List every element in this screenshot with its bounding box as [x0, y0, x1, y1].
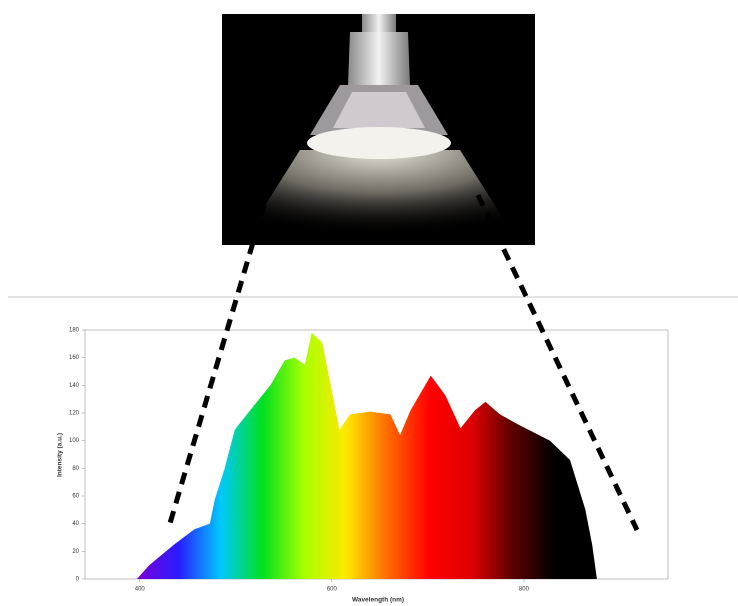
y-tick-label: 40 — [72, 521, 79, 527]
y-tick-label: 160 — [69, 355, 80, 361]
y-tick-label: 140 — [69, 383, 80, 389]
plot-area — [84, 329, 669, 580]
x-tick-label: 800 — [519, 587, 530, 593]
y-tick-label: 120 — [69, 411, 80, 417]
x-tick-label: 400 — [135, 587, 146, 593]
y-tick-label: 180 — [69, 328, 80, 334]
x-tick-label: 600 — [327, 587, 338, 593]
y-tick-label: 60 — [72, 494, 79, 500]
zoom-lines — [165, 184, 640, 532]
bulb-photo — [222, 14, 535, 245]
x-axis-title: Wavelength (nm) — [352, 597, 404, 604]
y-tick-label: 100 — [69, 438, 80, 444]
y-tick-label: 0 — [76, 577, 80, 583]
y-tick-label: 20 — [72, 549, 79, 555]
y-tick-label: 80 — [72, 466, 79, 472]
spectrum-area — [136, 332, 597, 579]
y-axis-title: Intensity (a.u.) — [57, 433, 64, 477]
